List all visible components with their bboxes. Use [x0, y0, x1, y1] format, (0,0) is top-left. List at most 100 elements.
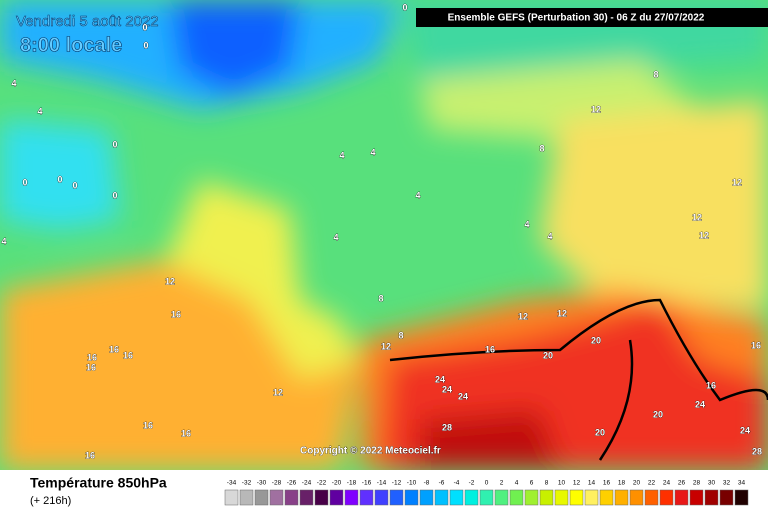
scale-swatch [299, 489, 314, 506]
scale-swatch [614, 489, 629, 506]
contour-label: 0 [112, 190, 117, 200]
scale-swatch [599, 489, 614, 506]
scale-swatch [584, 489, 599, 506]
contour-label: 16 [85, 450, 95, 460]
contour-label: 12 [165, 276, 175, 286]
scale-label: 0 [485, 480, 489, 487]
contour-label: 4 [415, 190, 420, 200]
contour-label: 4 [37, 106, 42, 116]
scale-swatch [419, 489, 434, 506]
scale-label: 34 [738, 480, 746, 487]
scale-swatch [719, 489, 734, 506]
contour-label: 16 [171, 309, 181, 319]
scale-label: 2 [500, 480, 504, 487]
scale-label: 22 [648, 480, 656, 487]
scale-swatch [389, 489, 404, 506]
scale-swatch [269, 489, 284, 506]
scale-swatch [359, 489, 374, 506]
contour-label: 8 [398, 330, 403, 340]
scale-swatch [284, 489, 299, 506]
contour-label: 4 [524, 219, 529, 229]
scale-label: 10 [558, 480, 566, 487]
contour-label: 16 [143, 420, 153, 430]
scale-swatch [464, 489, 479, 506]
scale-swatch [644, 489, 659, 506]
contour-label: 0 [72, 180, 77, 190]
scale-label: -10 [407, 480, 417, 487]
scale-label: 24 [663, 480, 671, 487]
contour-label: 4 [339, 150, 344, 160]
contour-label: 20 [653, 409, 663, 419]
scale-swatch [569, 489, 584, 506]
contour-label: 20 [595, 427, 605, 437]
scale-label: 20 [633, 480, 641, 487]
contour-label: 12 [732, 177, 742, 187]
scale-label: 8 [545, 480, 549, 487]
contour-label: 4 [333, 232, 338, 242]
scale-label: -26 [287, 480, 297, 487]
scale-label: 28 [693, 480, 701, 487]
scale-swatch [254, 489, 269, 506]
scale-label: 32 [723, 480, 731, 487]
color-scale: -34 -32 -30 -28 -26 -24 -22 -20 -18 -16 -14 -12 -10-… [224, 480, 749, 506]
scale-label: -18 [347, 480, 357, 487]
contour-label: 16 [706, 380, 716, 390]
scale-label: -30 [257, 480, 267, 487]
scale-swatch [494, 489, 509, 506]
contour-label: 12 [381, 341, 391, 351]
local-time: 8:00 locale [20, 34, 122, 56]
contour-label: 4 [1, 236, 6, 246]
copyright: Copyright © 2022 Meteociel.fr [300, 446, 441, 457]
scale-label: -16 [362, 480, 372, 487]
scale-label: -6 [439, 480, 445, 487]
contour-label: 16 [181, 428, 191, 438]
scale-swatch [224, 489, 239, 506]
scale-swatch [659, 489, 674, 506]
contour-label: 0 [143, 40, 148, 50]
scale-swatch [704, 489, 719, 506]
contour-label: 24 [435, 374, 445, 384]
contour-label: 12 [518, 311, 528, 321]
scale-swatch [314, 489, 329, 506]
scale-label: -14 [377, 480, 387, 487]
scale-label: -4 [454, 480, 460, 487]
scale-label: -24 [302, 480, 312, 487]
model-info: Ensemble GEFS (Perturbation 30) - 06 Z d… [448, 13, 705, 24]
contour-label: 24 [458, 391, 468, 401]
scale-label: 26 [678, 480, 686, 487]
scale-label: 6 [530, 480, 534, 487]
scale-swatch [434, 489, 449, 506]
contour-label: 4 [547, 231, 552, 241]
footer-subtitle: (+ 216h) [30, 495, 71, 507]
contour-label: 12 [699, 230, 709, 240]
contour-label: 8 [653, 69, 658, 79]
contour-label: 0 [142, 22, 147, 32]
scale-label: -12 [392, 480, 402, 487]
contour-label: 24 [695, 399, 705, 409]
scale-swatch [449, 489, 464, 506]
contour-label: 28 [442, 422, 452, 432]
scale-swatch [329, 489, 344, 506]
scale-swatch [629, 489, 644, 506]
scale-swatch [554, 489, 569, 506]
contour-label: 4 [11, 78, 16, 88]
contour-label: 0 [402, 2, 407, 12]
contour-label: 12 [557, 308, 567, 318]
scale-swatch [374, 489, 389, 506]
date: Vendredi 5 août 2022 [16, 13, 159, 30]
scale-swatch [539, 489, 554, 506]
scale-label: 12 [573, 480, 581, 487]
contour-label: 0 [57, 174, 62, 184]
scale-swatch [689, 489, 704, 506]
scale-swatch [509, 489, 524, 506]
contour-label: 8 [378, 293, 383, 303]
scale-label: 14 [588, 480, 596, 487]
scale-label: -22 [317, 480, 327, 487]
contour-label: 12 [273, 387, 283, 397]
scale-swatch [479, 489, 494, 506]
scale-swatch [674, 489, 689, 506]
scale-label: -8 [424, 480, 430, 487]
scale-label: -2 [469, 480, 475, 487]
